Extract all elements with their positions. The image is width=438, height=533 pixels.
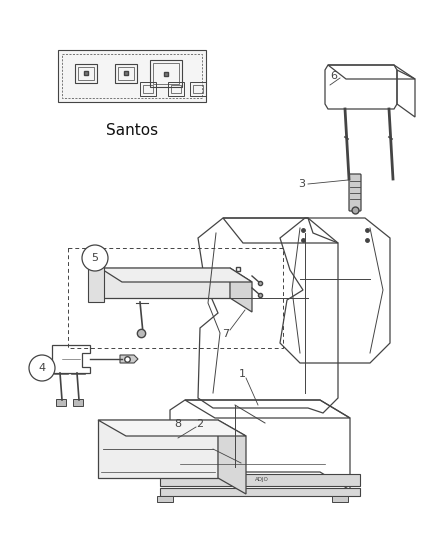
Bar xyxy=(190,82,206,96)
Bar xyxy=(168,82,184,96)
Text: Santos: Santos xyxy=(106,123,158,138)
Bar xyxy=(140,82,156,96)
Bar xyxy=(73,399,83,406)
Bar xyxy=(56,399,66,406)
Bar xyxy=(58,50,206,102)
Bar xyxy=(193,85,203,93)
Polygon shape xyxy=(88,264,104,302)
Text: 2: 2 xyxy=(196,419,204,429)
Text: 4: 4 xyxy=(39,363,46,373)
Bar xyxy=(150,60,182,87)
Bar xyxy=(332,496,348,502)
Bar xyxy=(75,64,97,83)
Bar xyxy=(171,85,181,93)
Text: 1: 1 xyxy=(239,369,246,379)
Bar xyxy=(157,496,173,502)
Text: 3: 3 xyxy=(299,179,305,189)
Polygon shape xyxy=(98,420,246,436)
Polygon shape xyxy=(230,268,252,312)
Circle shape xyxy=(82,245,108,271)
Bar xyxy=(153,63,179,84)
Bar xyxy=(115,64,137,83)
Text: 8: 8 xyxy=(174,419,182,429)
Text: ADJO: ADJO xyxy=(255,478,269,482)
Bar xyxy=(68,248,283,348)
Bar xyxy=(143,85,153,93)
Bar xyxy=(62,54,202,98)
Circle shape xyxy=(29,355,55,381)
Text: 5: 5 xyxy=(92,253,99,263)
Text: 7: 7 xyxy=(223,329,230,339)
Bar xyxy=(78,67,94,80)
Bar xyxy=(160,488,360,496)
Polygon shape xyxy=(98,420,218,478)
Polygon shape xyxy=(120,355,138,363)
Bar xyxy=(118,67,134,80)
Polygon shape xyxy=(218,420,246,494)
Polygon shape xyxy=(100,268,230,298)
Bar xyxy=(160,474,360,486)
FancyBboxPatch shape xyxy=(349,174,361,211)
Text: 6: 6 xyxy=(331,71,338,81)
Polygon shape xyxy=(100,268,252,282)
